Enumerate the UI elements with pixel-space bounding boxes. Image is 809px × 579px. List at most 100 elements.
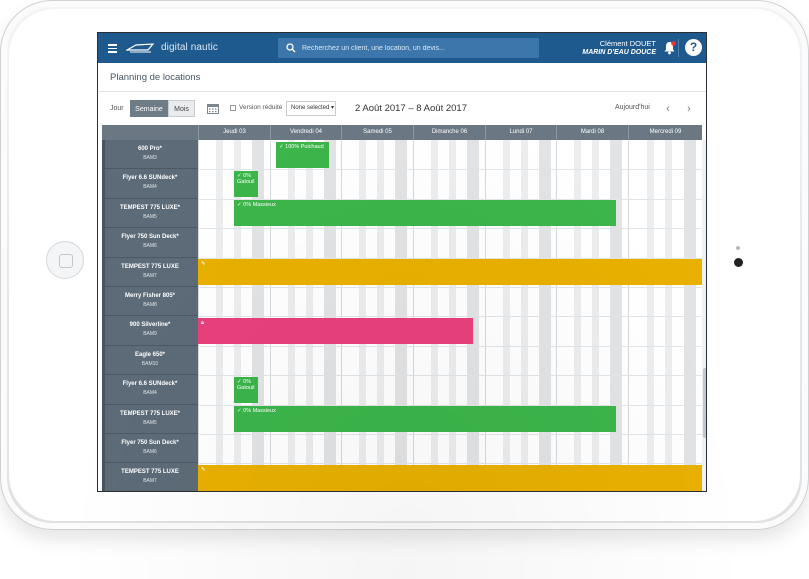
resource-row-label[interactable]: Flyer 6.6 SUNdeck* BAM4 — [102, 169, 198, 199]
row-divider — [198, 287, 702, 288]
row-divider — [198, 375, 702, 377]
view-week-button[interactable]: Semaine — [130, 100, 168, 117]
booking-bar[interactable]: ✎ — [198, 259, 702, 286]
resource-name: Flyer 750 Sun Deck* — [121, 234, 179, 241]
booking-bar[interactable]: ✓ 0% Gatouil — [234, 376, 258, 403]
off-hours-shade — [592, 140, 599, 491]
booking-bar[interactable]: ✎ — [198, 464, 702, 491]
off-hours-shade — [359, 140, 366, 491]
user-name[interactable]: Clément DOUET — [599, 39, 656, 48]
resource-row-label[interactable]: TEMPEST 775 LUXE* BAM5 — [102, 199, 198, 229]
off-hours-shade — [431, 140, 438, 491]
booking-label: ✎ — [201, 466, 206, 473]
vertical-scrollbar[interactable] — [702, 140, 706, 491]
day-header: Dimanche 06 — [413, 125, 485, 140]
booking-label: ✎ — [201, 261, 206, 268]
day-header: Mardi 08 — [556, 125, 628, 140]
day-divider — [485, 140, 486, 491]
booking-bar[interactable]: ✓ 0% Massieux — [234, 406, 616, 433]
scrollbar-thumb[interactable] — [703, 368, 706, 438]
boat-logo-icon — [126, 43, 155, 53]
top-bar: digital nautic Clément DOUET MARIN D'EAU… — [98, 33, 706, 63]
booking-bar[interactable]: ✓ 0% Gatouil — [234, 170, 258, 197]
row-divider — [198, 228, 702, 230]
row-divider — [198, 434, 702, 435]
user-company[interactable]: MARIN D'EAU DOUCE — [582, 49, 656, 56]
reduced-version-checkbox[interactable] — [230, 105, 236, 111]
resource-row-label[interactable]: Flyer 750 Sun Deck* BAM6 — [102, 228, 198, 258]
next-week-button[interactable]: › — [687, 103, 691, 115]
divider — [98, 91, 706, 92]
day-header: Lundi 07 — [485, 125, 556, 140]
off-hours-shade — [323, 140, 336, 491]
off-hours-shade — [252, 140, 265, 491]
resource-row-label[interactable]: Merry Fisher 805* BAM8 — [102, 287, 198, 317]
off-hours-shade — [574, 140, 581, 491]
bell-icon[interactable] — [663, 41, 676, 55]
search-box[interactable] — [278, 38, 539, 58]
resource-row-label[interactable]: 600 Pro* BAM3 — [102, 140, 198, 170]
resource-column: 600 Pro* BAM3 Flyer 6.6 SUNdeck* BAM4 TEMPES… — [102, 140, 198, 491]
app-screen: digital nautic Clément DOUET MARIN D'EAU… — [97, 32, 707, 492]
view-month-button[interactable]: Mois — [168, 100, 195, 117]
booking-bar[interactable]: ✓ 0% Massieux — [234, 200, 616, 227]
row-divider — [198, 345, 702, 347]
booking-client: Gatouil — [237, 384, 255, 391]
resource-code: BAM5 — [143, 213, 157, 220]
booking-bar[interactable]: ✓ 100% Puichaud — [276, 141, 329, 168]
resource-name: Flyer 6.6 SUNdeck* — [122, 175, 178, 182]
row-divider — [198, 198, 702, 200]
resource-row-label[interactable]: TEMPEST 775 LUXE BAM7 — [102, 463, 198, 491]
planning-grid: Jeudi 03 Vendredi 04 Samedi 05 Dimanche 06 L… — [98, 125, 706, 491]
booking-label: ✓ 0% Massieux — [237, 408, 276, 415]
booking-client: Gatouil — [237, 178, 255, 185]
booking-label: 🔒︎ — [201, 319, 204, 326]
off-hours-shade — [305, 140, 313, 491]
off-hours-shade — [377, 140, 384, 491]
off-hours-shade — [610, 140, 623, 491]
resource-code: BAM4 — [143, 390, 157, 397]
resource-row-label[interactable]: Eagle 650* BAM10 — [102, 346, 198, 376]
hamburger-menu-icon[interactable] — [108, 44, 117, 53]
resource-column-edge — [102, 140, 105, 491]
row-divider — [198, 169, 702, 171]
off-hours-shade — [449, 140, 456, 491]
off-hours-shade — [520, 140, 528, 491]
resource-name: Flyer 6.6 SUNdeck* — [122, 381, 178, 388]
filter-select[interactable]: None selected ▾ — [286, 101, 336, 116]
resource-name: TEMPEST 775 LUXE* — [119, 204, 181, 211]
day-header: Vendredi 04 — [270, 125, 341, 140]
resource-name: Merry Fisher 805* — [124, 293, 176, 299]
resource-name: TEMPEST 775 LUXE — [121, 469, 179, 476]
resource-row-label[interactable]: Flyer 750 Sun Deck* BAM6 — [102, 434, 198, 464]
resource-row-label[interactable]: TEMPEST 775 LUXE BAM7 — [102, 258, 198, 287]
day-header-row: Jeudi 03 Vendredi 04 Samedi 05 Dimanche 06 L… — [102, 125, 702, 140]
booking-label: ✓ 100% Puichaud — [279, 143, 324, 150]
view-day-button[interactable]: Jour — [110, 105, 124, 112]
day-header: Jeudi 03 — [198, 125, 270, 140]
row-divider — [198, 463, 702, 465]
previous-week-button[interactable]: ‹ — [666, 103, 670, 115]
light-sensor — [736, 246, 740, 250]
help-button[interactable]: ? — [685, 39, 702, 56]
booking-bar[interactable]: 🔒︎ — [198, 317, 473, 344]
booking-label: ✓ 0% — [237, 172, 252, 179]
off-hours-shade — [467, 140, 480, 491]
resource-row-label[interactable]: 900 Silverline* BAM9 — [102, 316, 198, 346]
today-button[interactable]: Aujourd'hui — [615, 104, 650, 111]
calendar-icon[interactable] — [207, 103, 219, 114]
resource-name: TEMPEST 775 LUXE — [121, 263, 179, 270]
resource-code: BAM9 — [143, 331, 157, 338]
booking-label: ✓ 0% Massieux — [237, 202, 276, 209]
search-input[interactable] — [302, 38, 532, 58]
planning-cells: ✓ 100% Puichaud ✓ 0% Gatouil ✓ 0% Massieux ✎… — [198, 140, 702, 491]
row-divider — [198, 404, 702, 406]
resource-name: TEMPEST 775 LUXE* — [119, 410, 181, 417]
resource-row-label[interactable]: Flyer 6.6 SUNdeck* BAM4 — [102, 375, 198, 405]
topbar-divider — [678, 39, 679, 57]
resource-row-label[interactable]: TEMPEST 775 LUXE* BAM5 — [102, 405, 198, 434]
day-divider — [628, 140, 629, 491]
brand-name[interactable]: digital nautic — [161, 42, 218, 53]
resource-code: BAM6 — [143, 243, 157, 250]
off-hours-shade — [502, 140, 510, 491]
